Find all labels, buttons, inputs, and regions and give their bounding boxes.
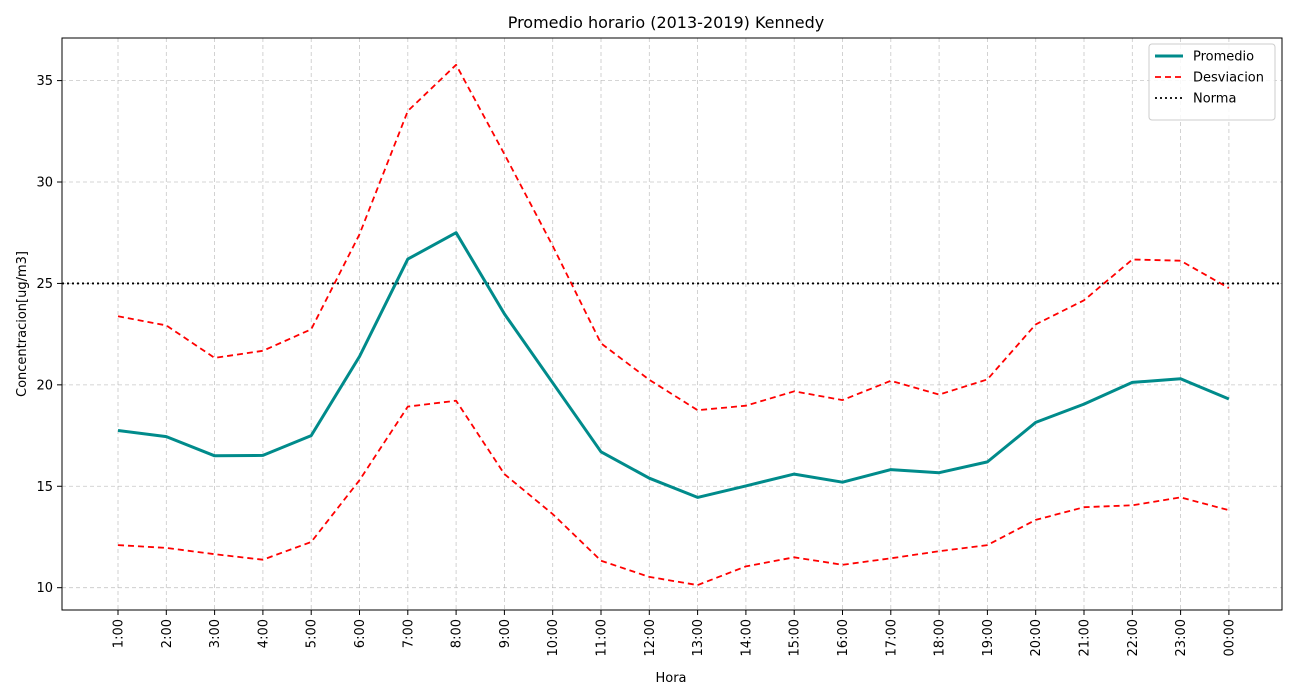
y-tick-label: 20 (36, 378, 53, 393)
x-tick-label: 13:00 (691, 619, 706, 656)
x-tick-label: 4:00 (256, 619, 271, 648)
grid (62, 38, 1282, 610)
chart-title: Promedio horario (2013-2019) Kennedy (508, 13, 825, 32)
y-tick-label: 30 (36, 176, 53, 191)
series-line-promedio (117, 231, 1230, 499)
x-axis-title: Hora (655, 671, 686, 686)
x-tick-label: 23:00 (1174, 619, 1189, 656)
x-tick-label: 9:00 (498, 619, 513, 648)
legend-label: Promedio (1193, 50, 1254, 65)
x-tick-label: 2:00 (160, 619, 175, 648)
x-tick-label: 17:00 (884, 619, 899, 656)
x-tick-label: 11:00 (595, 619, 610, 656)
legend-label: Norma (1193, 92, 1236, 107)
x-tick-label: 22:00 (1126, 619, 1141, 656)
series-line-desviacion-upper (117, 63, 1230, 412)
x-tick-label: 7:00 (401, 619, 416, 648)
x-tick-label: 6:00 (353, 619, 368, 648)
x-tick-label: 20:00 (1029, 619, 1044, 656)
x-tick-label: 10:00 (546, 619, 561, 656)
x-tick-label: 18:00 (933, 619, 948, 656)
series (117, 63, 1230, 586)
y-tick-label: 35 (36, 74, 53, 89)
y-axis-title: Concentracion[ug/m3] (15, 251, 30, 397)
plot-frame (61, 37, 1283, 611)
y-axis-ticks: 10 15 20 25 30 35 (36, 74, 62, 596)
x-tick-label: 14:00 (739, 619, 754, 656)
y-tick-label: 25 (36, 277, 53, 292)
x-tick-label: 16:00 (836, 619, 851, 656)
x-tick-label: 5:00 (305, 619, 320, 648)
legend: Promedio Desviacion Norma (1148, 43, 1276, 121)
y-tick-label: 10 (36, 581, 53, 596)
y-tick-label: 15 (36, 480, 53, 495)
x-tick-label: 19:00 (981, 619, 996, 656)
legend-label: Desviacion (1193, 71, 1264, 86)
x-tick-label: 1:00 (112, 619, 127, 648)
x-tick-label: 00:00 (1222, 619, 1237, 656)
x-tick-label: 21:00 (1078, 619, 1093, 656)
x-tick-label: 15:00 (788, 619, 803, 656)
series-line-desviacion-lower (117, 399, 1230, 586)
x-tick-label: 3:00 (208, 619, 223, 648)
legend-box (1148, 43, 1276, 121)
x-tick-label: 8:00 (450, 619, 465, 648)
x-tick-label: 12:00 (643, 619, 658, 656)
x-axis-ticks: 1:00 2:00 3:00 4:00 5:00 6:00 7:00 8:00 9:00 10:0… (112, 610, 1237, 656)
